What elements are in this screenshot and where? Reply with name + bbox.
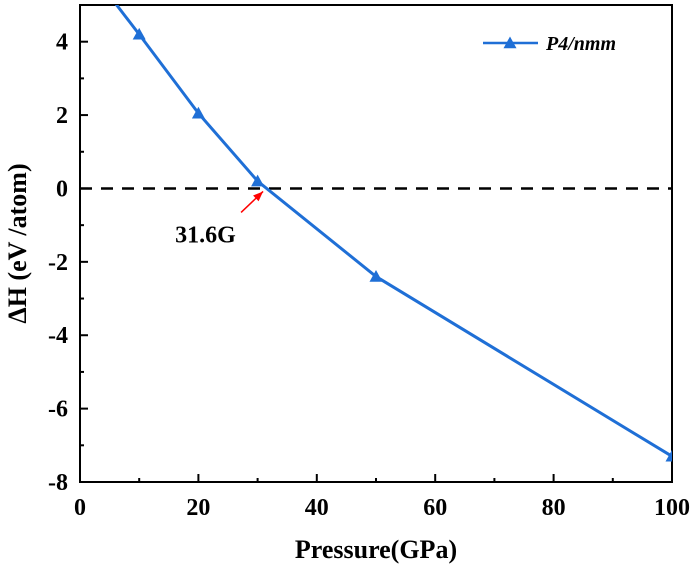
x-tick-label: 20 xyxy=(186,495,210,521)
annotation-label: 31.6G xyxy=(175,222,236,248)
series-layer xyxy=(114,5,672,462)
y-tick-label: 4 xyxy=(56,30,68,56)
annotation-layer: 31.6G xyxy=(175,190,264,248)
y-tick-label: 2 xyxy=(56,103,68,129)
data-point-marker xyxy=(369,270,383,282)
y-tick-label: -4 xyxy=(48,323,68,349)
legend-label: P4/nmm xyxy=(545,33,616,55)
data-point-marker xyxy=(191,106,205,119)
x-tick-label: 60 xyxy=(423,495,447,521)
annotation-arrow-head xyxy=(253,191,264,202)
plot-frame xyxy=(79,4,673,483)
y-tick-label: -8 xyxy=(48,470,68,496)
data-point-marker xyxy=(665,449,672,462)
y-tick-label: -2 xyxy=(48,250,68,276)
y-tick-label: 0 xyxy=(56,176,68,202)
y-tick-label: -6 xyxy=(48,397,68,423)
y-axis-title: ΔH (eV /atom) xyxy=(3,163,32,323)
x-tick-label: 100 xyxy=(654,495,690,521)
legend: P4/nmm xyxy=(483,33,616,55)
series-line xyxy=(114,5,672,458)
legend-marker-icon xyxy=(503,36,517,49)
x-tick-label: 0 xyxy=(74,495,86,521)
ticks-layer: 0 20 40 60 80 100 -8 -6 -4 -2 0 2 4 xyxy=(48,30,690,521)
x-tick-label: 40 xyxy=(305,495,329,521)
x-axis-title: Pressure(GPa) xyxy=(295,535,457,564)
data-point-marker xyxy=(251,174,265,187)
data-point-marker xyxy=(132,27,146,40)
x-tick-label: 80 xyxy=(542,495,566,521)
